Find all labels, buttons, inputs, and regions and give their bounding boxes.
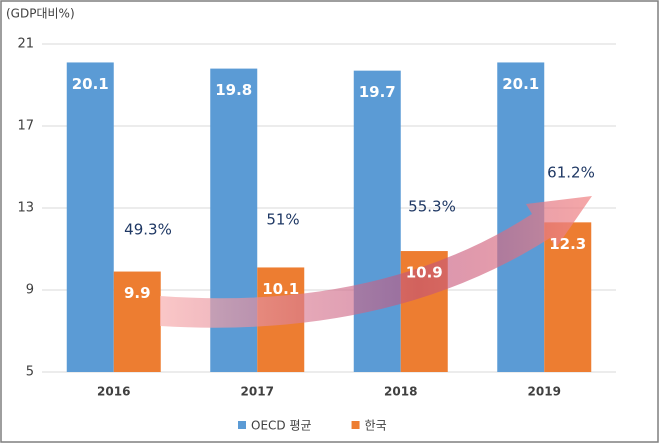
annotation: 49.3% — [124, 221, 172, 239]
trend-arrow — [160, 196, 592, 328]
y-tick-label: 13 — [17, 201, 34, 216]
bar — [544, 222, 592, 372]
annotation: 55.3% — [408, 198, 456, 216]
data-label: 19.7 — [359, 83, 396, 101]
x-tick-label: 2017 — [241, 385, 274, 399]
data-label: 10.9 — [406, 264, 443, 282]
legend-label: OECD 평균 — [251, 419, 312, 433]
annotation: 61.2% — [547, 164, 595, 182]
y-tick-label: 5 — [26, 365, 34, 380]
legend-swatch — [351, 421, 360, 429]
labels: 20.1 9.9 19.8 10.1 19.7 10.9 20.1 12.3 49.3% 51% 5… — [72, 75, 595, 433]
x-tick-label: 2016 — [97, 385, 130, 399]
x-tick-label: 2018 — [384, 385, 417, 399]
y-tick-label: 17 — [17, 119, 34, 134]
y-tick-label: 21 — [17, 37, 34, 52]
data-label: 10.1 — [262, 280, 299, 298]
legend-swatch — [238, 421, 246, 429]
data-label: 12.3 — [549, 235, 586, 253]
unit-label: (GDP대비%) — [6, 7, 75, 21]
y-tick-label: 9 — [26, 283, 34, 298]
bar — [353, 70, 401, 373]
annotation: 51% — [266, 211, 299, 229]
legend-label: 한국 — [365, 419, 387, 433]
bar — [113, 271, 161, 372]
data-label: 20.1 — [502, 75, 539, 93]
x-tick-label: 2019 — [528, 385, 561, 399]
data-label: 9.9 — [124, 284, 151, 302]
data-label: 20.1 — [72, 75, 109, 93]
data-label: 19.8 — [215, 81, 252, 99]
bar — [66, 62, 114, 372]
